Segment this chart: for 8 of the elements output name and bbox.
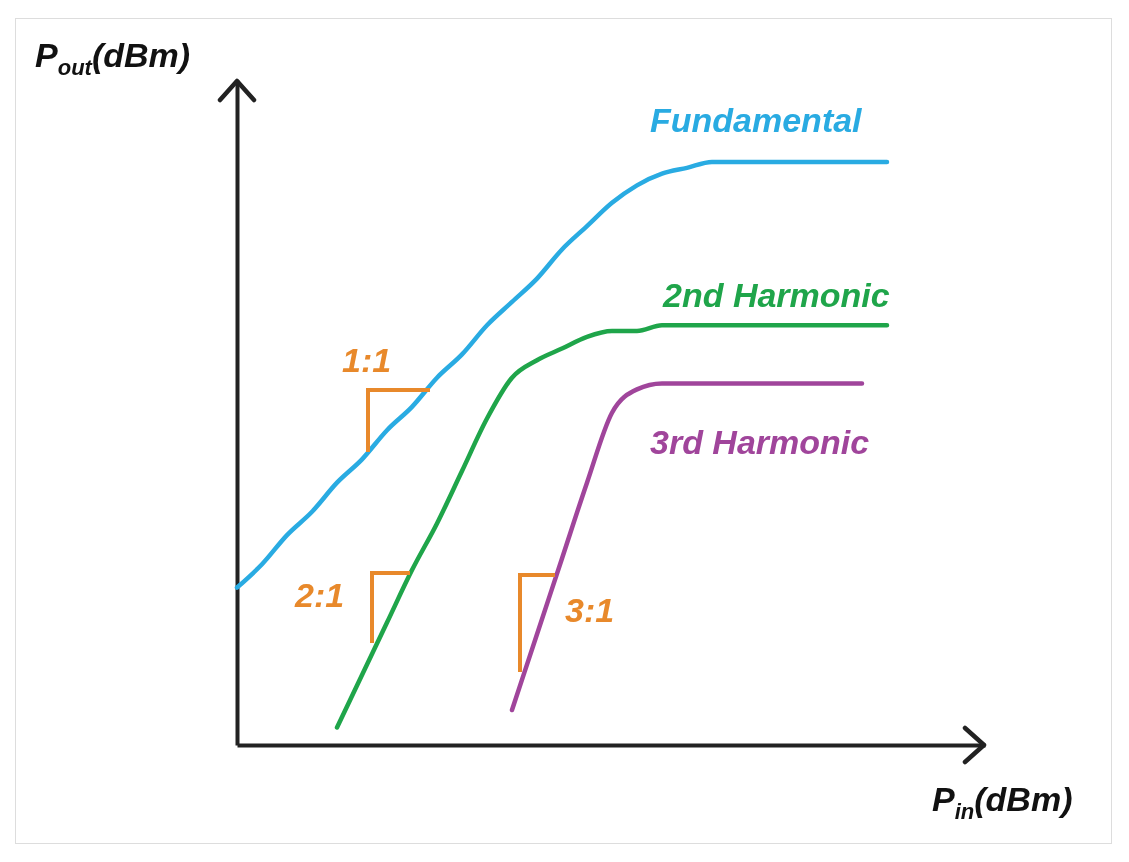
x-axis-title: P$_{in}$(dBm): [932, 780, 1073, 824]
annotation: 3:1: [565, 591, 615, 629]
series-label: 3rd Harmonic: [650, 423, 870, 461]
y-axis-title: P$_{out}$(dBm): [35, 36, 191, 80]
series-label: Fundamental: [650, 101, 862, 139]
annotation: 2:1: [295, 576, 345, 614]
series-label: 2nd Harmonic: [663, 276, 890, 314]
annotation: 1:1: [342, 341, 392, 379]
